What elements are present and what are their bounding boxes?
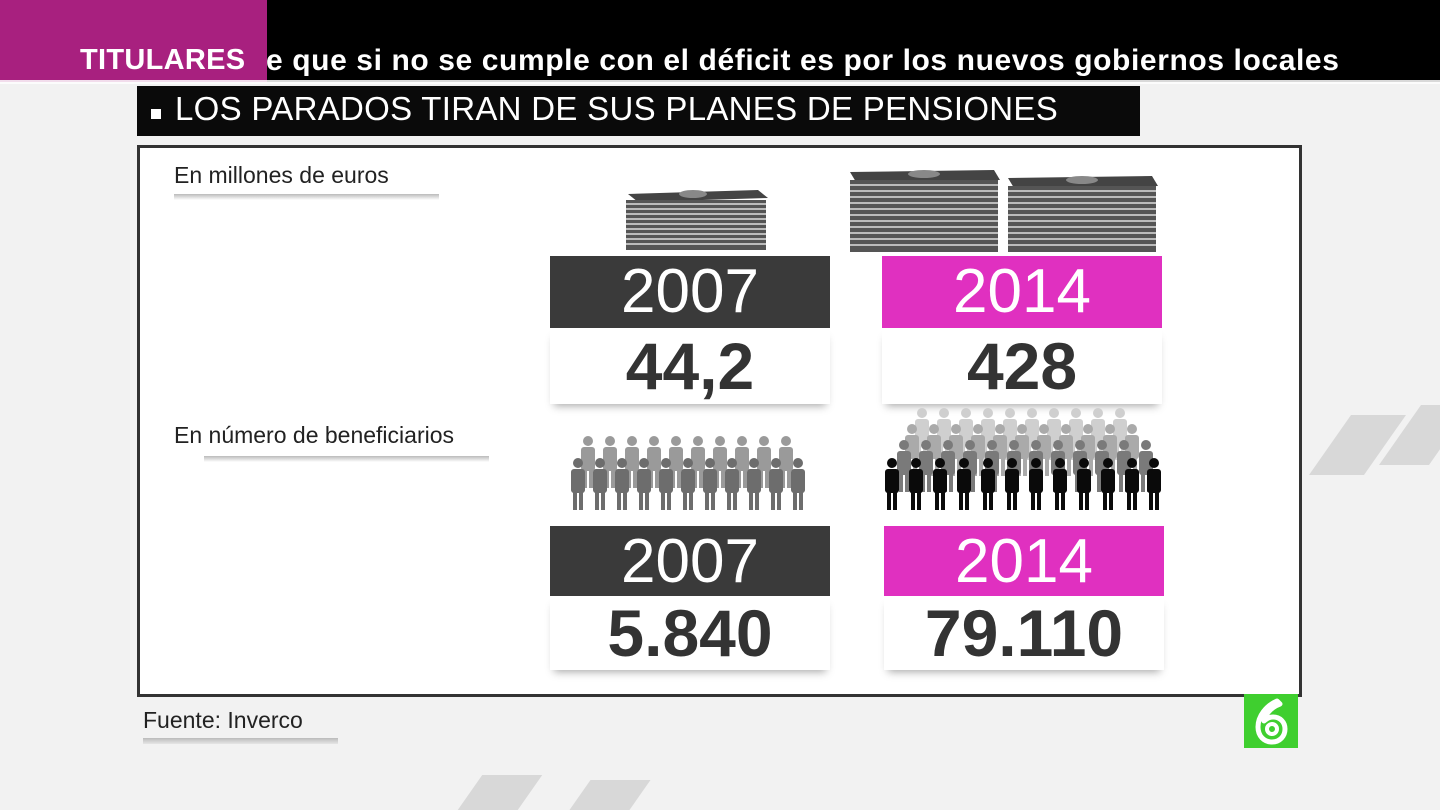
source-note: Fuente: Inverco [143,707,303,733]
value-2007-money: 44,2 [550,328,830,404]
ticker-divider [0,80,1440,84]
people-crowd-large-icon [884,408,1164,528]
money-stacks-icon [848,166,1168,256]
money-stack-icon [618,182,770,252]
year-2014-money: 2014 [882,256,1162,328]
ticker-text: e que si no se cumple con el déficit es … [266,44,1340,77]
value-2014-money: 428 [882,328,1162,404]
people-crowd-icon [570,436,820,526]
value-2007-beneficiaries: 5.840 [550,596,830,670]
value-2014-beneficiaries: 79.110 [884,596,1164,670]
money-section-label: En millones de euros [174,162,389,188]
label-underline [174,194,439,200]
channel-6-logo-icon [1244,694,1298,748]
ticker-label: TITULARES [80,44,246,76]
ticker-label-box: TITULARES [0,0,267,82]
beneficiaries-section-label: En número de beneficiarios [174,422,454,448]
year-2007-money: 2007 [550,256,830,328]
headline-bar: LOS PARADOS TIRAN DE SUS PLANES DE PENSI… [137,86,1140,136]
source-underline [143,738,338,744]
label-underline [204,456,489,462]
headline-title: LOS PARADOS TIRAN DE SUS PLANES DE PENSI… [175,90,1059,127]
year-2007-beneficiaries: 2007 [550,526,830,598]
bullet-icon [151,109,161,119]
year-2014-beneficiaries: 2014 [884,526,1164,598]
infographic-panel: En millones de euros [137,145,1302,697]
